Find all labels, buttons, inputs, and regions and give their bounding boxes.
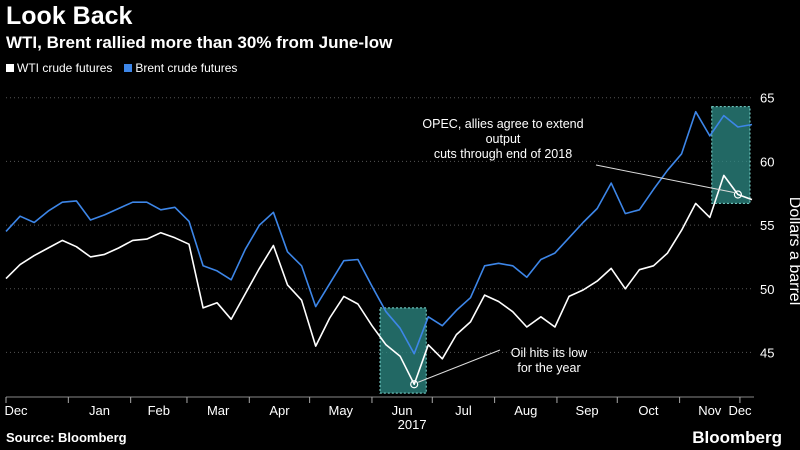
x-tick-label: Dec <box>4 403 28 418</box>
annotation-text: Oil hits its low <box>511 346 588 360</box>
y-tick-label: 55 <box>760 218 774 233</box>
legend-item-wti: WTI crude futures <box>6 61 112 75</box>
annotation-marker <box>733 190 743 199</box>
chart-title: Look Back <box>6 2 133 30</box>
x-tick-label: Nov <box>698 403 722 418</box>
y-tick-label: 60 <box>760 154 774 169</box>
legend-swatch-wti <box>6 64 14 72</box>
legend-item-brent: Brent crude futures <box>124 61 237 75</box>
wti-line <box>5 174 753 386</box>
annotation-leader-line <box>417 349 501 383</box>
x-tick-label: Sep <box>576 403 599 418</box>
annotation-text: output <box>486 132 521 146</box>
x-tick-label: Jan <box>89 403 110 418</box>
x-year-label: 2017 <box>398 417 427 432</box>
y-tick-label: 65 <box>760 91 774 106</box>
x-tick-label: Aug <box>514 403 537 418</box>
bloomberg-logo: Bloomberg <box>692 428 782 447</box>
highlight-box <box>379 307 427 394</box>
x-tick-label: Oct <box>638 403 659 418</box>
y-tick-label: 50 <box>760 282 774 297</box>
annotation-text: cuts through end of 2018 <box>434 147 572 161</box>
source-note: Source: Bloomberg <box>6 430 127 445</box>
x-tick-label: Feb <box>148 403 170 418</box>
legend: WTI crude futures Brent crude futures <box>6 61 237 75</box>
y-tick-label: 45 <box>760 345 774 360</box>
x-tick-label: Jun <box>392 403 413 418</box>
annotation-leader-line <box>595 164 735 194</box>
y-axis-label: Dollars a barrel <box>786 197 800 305</box>
annotation-text: for the year <box>517 361 580 375</box>
annotation-marker <box>410 380 419 389</box>
x-tick-label: May <box>329 403 354 418</box>
legend-label-brent: Brent crude futures <box>135 61 238 75</box>
brent-line <box>5 110 753 355</box>
legend-swatch-brent <box>124 64 133 72</box>
x-tick-label: Dec <box>728 403 752 418</box>
legend-label-wti: WTI crude futures <box>17 61 113 75</box>
x-tick-label: Apr <box>269 403 290 418</box>
x-tick-label: Mar <box>207 403 230 418</box>
annotation-text: OPEC, allies agree to extend <box>422 117 583 131</box>
chart-subtitle: WTI, Brent rallied more than 30% from Ju… <box>6 33 393 52</box>
x-tick-label: Jul <box>455 403 472 418</box>
